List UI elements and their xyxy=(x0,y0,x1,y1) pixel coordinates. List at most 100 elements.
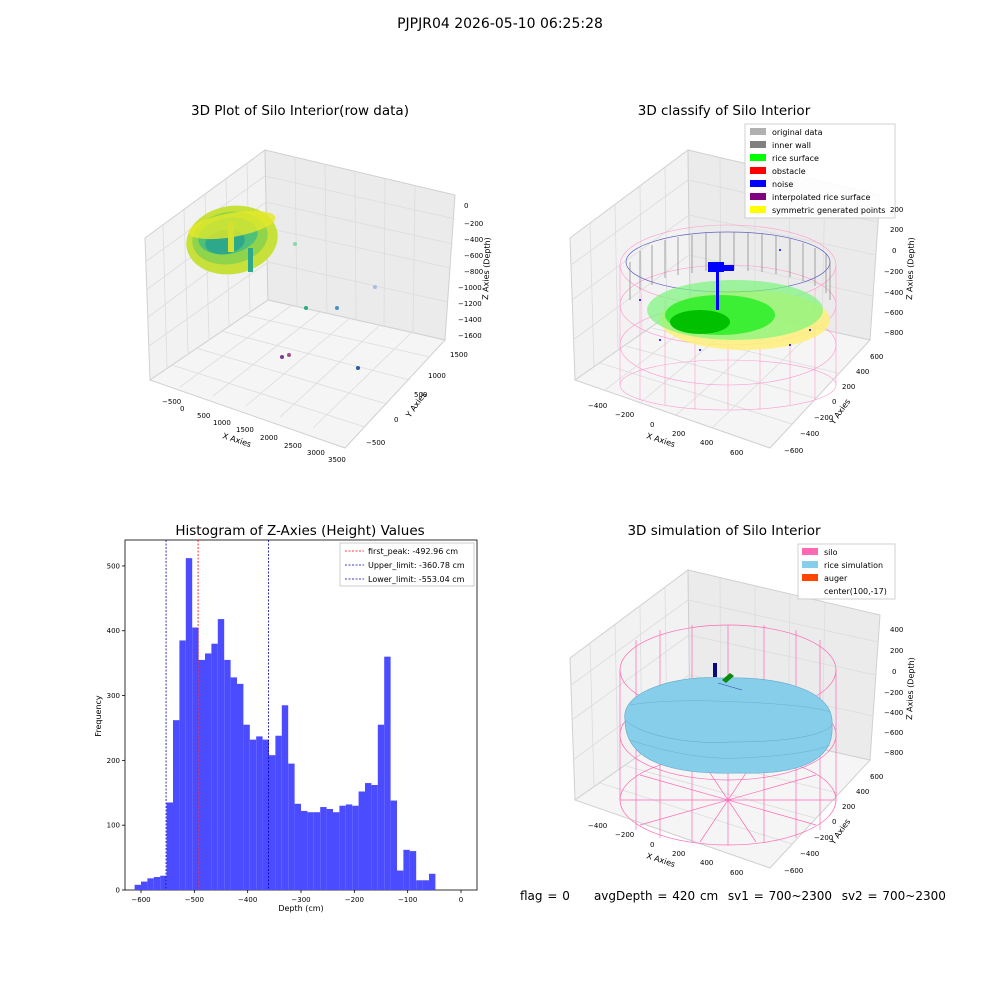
status-sv2: sv2 = 700~2300 xyxy=(841,889,946,903)
legend-swatch-silo xyxy=(802,548,818,555)
histogram-bar xyxy=(173,720,180,890)
z-tick: −600 xyxy=(884,729,903,737)
histogram-bar xyxy=(345,804,353,890)
x-tick: 3000 xyxy=(307,449,325,457)
z-tick: −800 xyxy=(884,329,903,337)
panel2-x-ticks: −400 −200 0 200 400 600 xyxy=(588,402,743,457)
z-tick: 400 xyxy=(890,626,903,634)
panel4-legend: silo rice simulation auger center(100,-1… xyxy=(797,543,896,600)
histogram-bar xyxy=(275,735,282,890)
legend-label: Lower_limit: -553.04 cm xyxy=(368,575,465,584)
panel1-z-ticks: 0 −200 −400 −600 −800 −1000 −1200 −1400 … xyxy=(458,202,483,340)
panel4-auger xyxy=(713,663,743,691)
y-tick-label: 100 xyxy=(107,822,120,830)
z-tick: 0 xyxy=(892,247,896,255)
histogram-bar xyxy=(160,875,167,890)
histogram-bar xyxy=(384,656,391,890)
histogram-bar xyxy=(377,724,385,890)
figure-suptitle: PJPJR04 2026-05-10 06:25:28 xyxy=(397,16,603,32)
x-tick: −500 xyxy=(162,398,181,406)
x-tick: 0 xyxy=(650,421,654,429)
histogram-bar xyxy=(352,805,359,890)
histogram-bar xyxy=(390,800,397,890)
panel2-z-ticks: 200 200 0 −200 −400 −600 −800 xyxy=(884,206,903,337)
panel4-rice-simulation xyxy=(624,677,833,774)
z-tick: 0 xyxy=(892,668,896,676)
x-tick: −200 xyxy=(615,831,634,839)
y-tick: 0 xyxy=(832,398,836,406)
z-tick: 200 xyxy=(890,226,903,234)
panel2-legend: original data inner wall rice surface ob… xyxy=(744,123,896,219)
y-tick: 600 xyxy=(870,353,883,361)
legend-label: original data xyxy=(772,128,823,137)
histogram-bar xyxy=(179,640,186,890)
histogram-bar xyxy=(313,812,321,890)
y-tick: 0 xyxy=(394,416,398,424)
y-tick: 1500 xyxy=(450,351,468,359)
panel2-noise xyxy=(639,249,811,351)
histogram-bar xyxy=(211,643,218,890)
histogram-bar xyxy=(301,810,308,890)
status-line: flag = 0 avgDepth = 420 cm sv1 = 700~230… xyxy=(520,889,946,903)
x-tick: −200 xyxy=(615,411,634,419)
legend-swatch-rice-simulation xyxy=(802,561,818,568)
histogram-bar xyxy=(307,812,314,890)
x-tick: 0 xyxy=(650,841,654,849)
y-tick: 1000 xyxy=(428,372,446,380)
x-tick: 500 xyxy=(197,412,210,420)
x-tick-label: −200 xyxy=(345,896,364,904)
histogram-bar xyxy=(134,884,141,890)
x-tick: 400 xyxy=(700,859,713,867)
panel1-point-cloud xyxy=(186,205,377,370)
histogram-bar xyxy=(422,880,429,890)
histogram-bar xyxy=(217,619,225,890)
legend-swatch-interpolated xyxy=(750,193,766,200)
histogram-bar xyxy=(243,724,250,890)
panel1-title: 3D Plot of Silo Interior(row data) xyxy=(191,103,409,119)
x-tick: 400 xyxy=(700,439,713,447)
y-tick: −600 xyxy=(784,447,803,455)
z-tick: −400 xyxy=(464,236,483,244)
histogram-bar xyxy=(429,873,436,890)
z-tick: −200 xyxy=(464,220,483,228)
panel1-floor xyxy=(148,299,446,449)
x-tick-label: −300 xyxy=(291,896,310,904)
legend-swatch-obstacle xyxy=(750,167,766,174)
y-tick: 600 xyxy=(870,773,883,781)
legend-label: silo xyxy=(824,548,838,557)
y-tick: −500 xyxy=(366,439,385,447)
histogram-bar xyxy=(262,739,269,890)
z-tick: −400 xyxy=(884,289,903,297)
x-tick: 3500 xyxy=(328,456,346,464)
histogram-bar xyxy=(205,653,212,890)
histogram-bar xyxy=(339,805,346,890)
histogram-bar xyxy=(256,736,263,890)
panel4-3d-axes: silo rice simulation auger center(100,-1… xyxy=(569,543,916,877)
histogram-bar xyxy=(141,881,148,890)
histogram-bar xyxy=(237,683,244,890)
z-tick: −400 xyxy=(884,709,903,717)
histogram-bar xyxy=(281,705,289,890)
histogram-bar xyxy=(224,659,231,890)
legend-label: interpolated rice surface xyxy=(772,193,870,202)
status-flag: flag = 0 xyxy=(520,889,570,903)
legend-swatch-original-data xyxy=(750,128,766,135)
z-tick: 0 xyxy=(464,202,468,210)
legend-label: center(100,-17) xyxy=(824,587,887,596)
histogram-bar xyxy=(403,849,410,890)
panel4-x-ticks: −400 −200 0 200 400 600 xyxy=(588,822,743,877)
y-tick-label: 0 xyxy=(116,887,120,895)
legend-label: rice simulation xyxy=(824,561,883,570)
z-tick: 200 xyxy=(890,206,903,214)
y-tick-label: 200 xyxy=(107,757,120,765)
y-tick: 200 xyxy=(842,383,855,391)
panel1-3d-axes: −500 0 500 1000 1500 2000 2500 3000 3500… xyxy=(144,149,492,464)
x-tick-label: −500 xyxy=(185,896,204,904)
y-tick: 400 xyxy=(856,788,869,796)
x-tick-label: −100 xyxy=(398,896,417,904)
panel2-rice-surface xyxy=(647,280,823,340)
legend-swatch-noise xyxy=(750,180,766,187)
x-tick: 0 xyxy=(180,405,184,413)
histogram-y-ticks: 0 100 200 300 400 500 xyxy=(107,562,125,895)
panel4-title: 3D simulation of Silo Interior xyxy=(627,523,821,539)
